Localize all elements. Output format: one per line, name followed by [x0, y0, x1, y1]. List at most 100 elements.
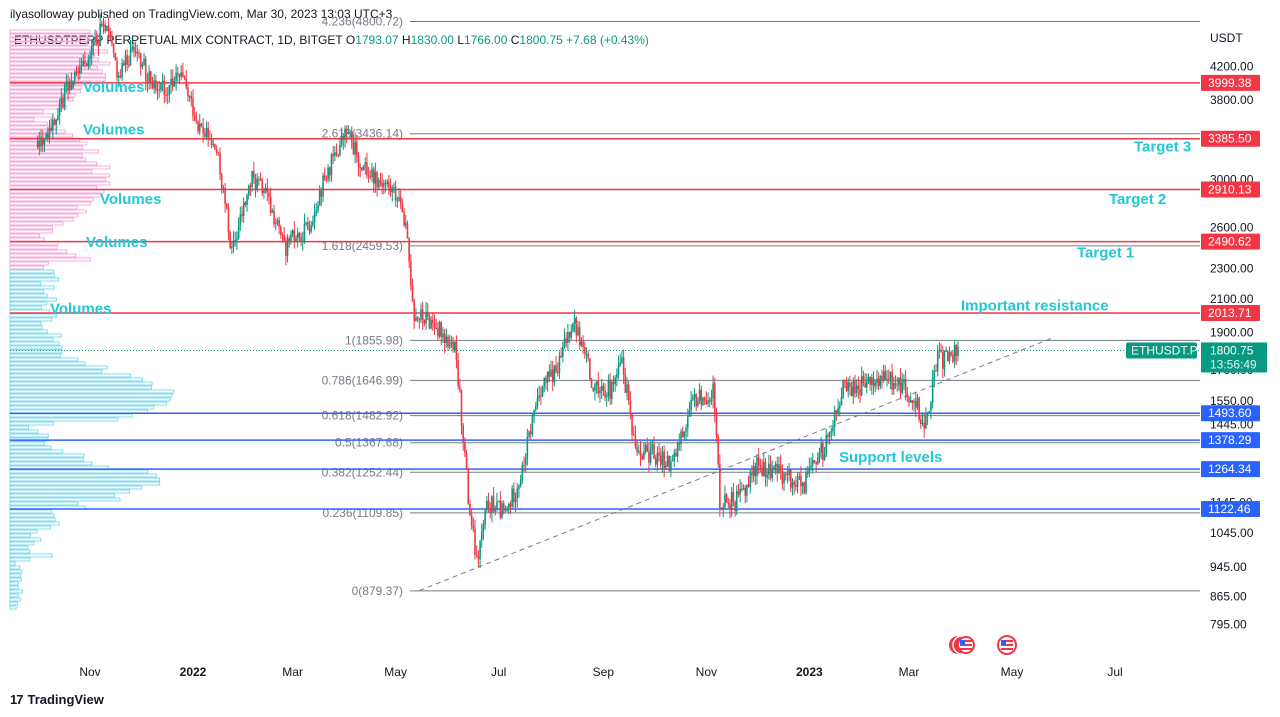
volume-bar	[9, 121, 48, 126]
volume-bar	[9, 205, 78, 210]
y-tick-label: 3800.00	[1210, 93, 1254, 107]
candle	[53, 117, 56, 126]
tradingview-logo[interactable]: 17 TradingView	[10, 692, 104, 707]
candle	[136, 44, 139, 62]
candle	[114, 52, 117, 61]
candle	[166, 86, 169, 105]
annotation-text[interactable]: Volumes	[100, 191, 161, 208]
candle	[482, 520, 485, 540]
candle	[328, 166, 331, 182]
candle	[251, 170, 253, 192]
volume-bar	[9, 225, 53, 230]
candle	[906, 386, 909, 402]
candle	[183, 75, 186, 81]
candle	[840, 387, 843, 406]
volume-bar	[9, 281, 42, 286]
annotation-text[interactable]: Target 1	[1077, 245, 1134, 262]
price-tag: 3999.38	[1201, 74, 1260, 91]
candle	[659, 447, 662, 470]
volume-bar	[9, 201, 92, 206]
candle	[95, 30, 98, 47]
candle	[413, 298, 416, 329]
candle	[344, 125, 346, 148]
candle	[393, 182, 395, 194]
candle	[225, 202, 228, 210]
volume-bar	[9, 461, 93, 466]
candle	[801, 481, 804, 495]
candle	[624, 367, 627, 393]
candle	[616, 368, 618, 387]
volume-bar	[9, 577, 23, 582]
candle	[70, 72, 73, 91]
event-flags[interactable]	[949, 635, 1017, 655]
volume-bar	[9, 585, 19, 590]
volume-bar	[9, 457, 84, 462]
candle	[43, 138, 46, 153]
candle	[350, 126, 353, 149]
candle	[406, 220, 409, 239]
trendline[interactable]	[419, 337, 1053, 592]
volume-bar	[9, 301, 48, 306]
volume-bar	[9, 105, 68, 110]
candle	[523, 456, 525, 472]
candle	[720, 507, 723, 511]
candle	[388, 175, 390, 195]
candle	[153, 74, 155, 94]
candle	[952, 351, 954, 364]
candle	[374, 162, 377, 193]
candle	[607, 374, 610, 402]
candle	[514, 492, 517, 512]
candle	[452, 336, 454, 353]
candle	[175, 64, 177, 91]
annotation-text[interactable]: Volumes	[86, 234, 147, 251]
candle	[867, 373, 870, 384]
annotation-text[interactable]: Important resistance	[961, 297, 1109, 314]
candle	[119, 69, 122, 79]
annotation-text[interactable]: Volumes	[83, 79, 144, 96]
price-axis[interactable]: USDT 4200.003800.003000.002600.002300.00…	[1210, 31, 1254, 632]
candle	[84, 51, 86, 68]
annotation-text[interactable]: Volumes	[50, 301, 111, 318]
candle	[268, 189, 270, 205]
volume-bar	[9, 109, 44, 114]
volume-bar	[9, 477, 161, 482]
candle	[914, 392, 917, 417]
candle	[421, 301, 424, 331]
candle	[492, 487, 495, 513]
candle	[237, 217, 240, 240]
candle	[347, 125, 350, 135]
candle	[671, 454, 674, 462]
candle	[713, 377, 716, 423]
annotation-text[interactable]: Support levels	[839, 449, 942, 466]
us-flag-icon[interactable]	[949, 635, 975, 655]
volume-bar	[9, 449, 64, 454]
annotation-text[interactable]: Target 2	[1109, 191, 1166, 208]
candle	[595, 381, 598, 395]
candle	[60, 88, 63, 113]
annotation-text[interactable]: Volumes	[83, 121, 144, 138]
annotation-text[interactable]: Target 3	[1134, 138, 1191, 155]
candle	[795, 475, 797, 492]
volume-bar	[9, 321, 42, 326]
candle	[161, 72, 164, 92]
volume-bar	[9, 329, 48, 334]
candle	[847, 378, 850, 398]
price-tag-label: 2910.13	[1208, 182, 1252, 196]
candle	[719, 454, 721, 517]
candle	[857, 376, 860, 400]
candle	[602, 382, 605, 397]
us-flag-icon[interactable]	[997, 635, 1017, 655]
candle	[92, 40, 95, 56]
candle	[381, 173, 383, 195]
time-axis[interactable]: Nov 2022 Mar May Jul Sep Nov 2023 Mar May Jul	[79, 665, 1122, 679]
candle	[643, 442, 645, 461]
candle	[205, 121, 208, 141]
candle	[550, 360, 552, 378]
candle	[129, 40, 132, 66]
candle	[585, 347, 588, 363]
candle	[627, 381, 630, 405]
candle	[349, 131, 351, 139]
candle	[732, 482, 735, 507]
candle	[236, 231, 238, 251]
